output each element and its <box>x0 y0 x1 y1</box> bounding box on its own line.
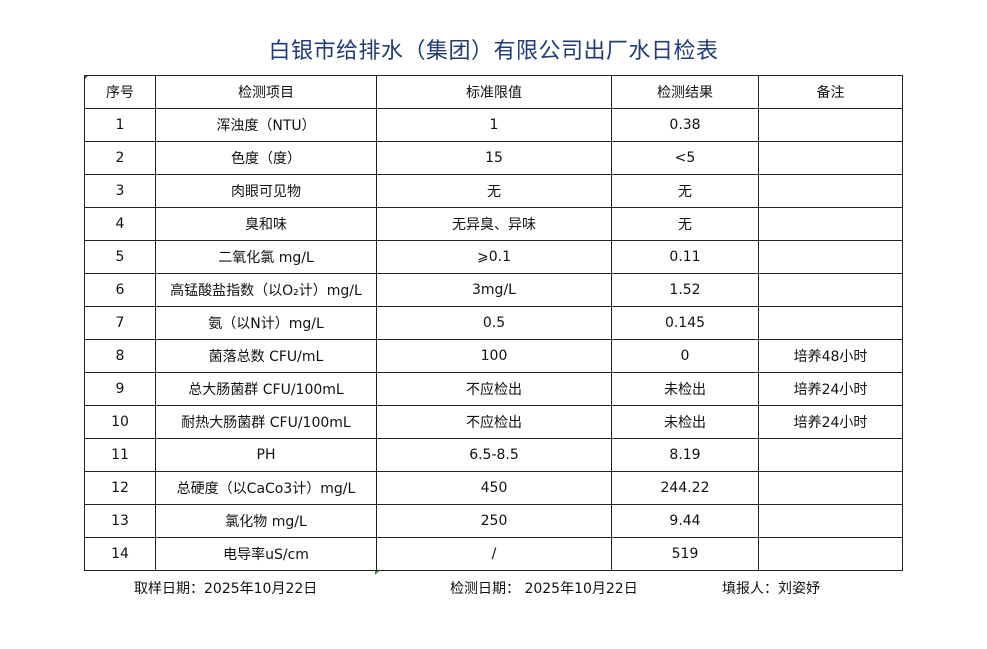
cell-result: <5 <box>611 141 759 175</box>
header-remark: 备注 <box>758 75 903 109</box>
cell-limit: 250 <box>376 504 612 538</box>
cell-remark <box>758 438 903 472</box>
cell-limit: 无 <box>376 174 612 208</box>
cell-seq: 12 <box>84 471 156 505</box>
cell-limit: / <box>376 537 612 571</box>
cell-item: 浑浊度（NTU） <box>155 108 377 142</box>
cell-result: 0.38 <box>611 108 759 142</box>
cell-remark: 培养24小时 <box>758 405 903 439</box>
cell-item: 总硬度（以CaCo3计）mg/L <box>155 471 377 505</box>
cell-limit: 6.5-8.5 <box>376 438 612 472</box>
header-item: 检测项目 <box>155 75 377 109</box>
cell-limit: 15 <box>376 141 612 175</box>
cell-remark <box>758 141 903 175</box>
cell-remark <box>758 306 903 340</box>
cell-remark <box>758 537 903 571</box>
cell-seq: 8 <box>84 339 156 373</box>
header-result: 检测结果 <box>611 75 759 109</box>
cell-seq: 6 <box>84 273 156 307</box>
cell-seq: 4 <box>84 207 156 241</box>
cell-seq: 7 <box>84 306 156 340</box>
cell-remark: 培养48小时 <box>758 339 903 373</box>
cell-remark: 培养24小时 <box>758 372 903 406</box>
reporter: 填报人：刘姿妤 <box>722 581 820 597</box>
cell-limit: 无异臭、异味 <box>376 207 612 241</box>
table-row: 11 PH 6.5-8.5 8.19 <box>84 438 903 472</box>
cell-item: 总大肠菌群 CFU/100mL <box>155 372 377 406</box>
cell-item: 氯化物 mg/L <box>155 504 377 538</box>
table-row: 8 菌落总数 CFU/mL 100 0 培养48小时 <box>84 339 903 373</box>
cell-limit: 不应检出 <box>376 372 612 406</box>
cell-result: 未检出 <box>611 372 759 406</box>
cell-item: 氨（以N计）mg/L <box>155 306 377 340</box>
cell-seq: 1 <box>84 108 156 142</box>
cell-result: 1.52 <box>611 273 759 307</box>
cell-seq: 2 <box>84 141 156 175</box>
cell-result: 8.19 <box>611 438 759 472</box>
cell-marker <box>375 570 380 575</box>
cell-limit: 0.5 <box>376 306 612 340</box>
cell-limit: 450 <box>376 471 612 505</box>
cell-result: 未检出 <box>611 405 759 439</box>
cell-result: 无 <box>611 207 759 241</box>
cell-remark <box>758 174 903 208</box>
cell-item: 电导率uS/cm <box>155 537 377 571</box>
cell-item: 二氧化氯 mg/L <box>155 240 377 274</box>
header-seq: 序号 <box>84 75 156 109</box>
table-row: 9 总大肠菌群 CFU/100mL 不应检出 未检出 培养24小时 <box>84 372 903 406</box>
inspection-table: 序号 检测项目 标准限值 检测结果 备注 1 浑浊度（NTU） 1 0.38 2 色度（度） 15 <5… <box>84 75 903 571</box>
table-row: 5 二氧化氯 mg/L ⩾0.1 0.11 <box>84 240 903 274</box>
cell-result: 244.22 <box>611 471 759 505</box>
cell-item: 高锰酸盐指数（以O₂计）mg/L <box>155 273 377 307</box>
cell-item: 肉眼可见物 <box>155 174 377 208</box>
cell-seq: 9 <box>84 372 156 406</box>
cell-remark <box>758 471 903 505</box>
cell-item: 菌落总数 CFU/mL <box>155 339 377 373</box>
cell-remark <box>758 108 903 142</box>
cell-result: 0.11 <box>611 240 759 274</box>
header-row: 序号 检测项目 标准限值 检测结果 备注 <box>84 75 903 109</box>
cell-result: 0.145 <box>611 306 759 340</box>
cell-seq: 14 <box>84 537 156 571</box>
cell-result: 519 <box>611 537 759 571</box>
cell-item: 臭和味 <box>155 207 377 241</box>
cell-limit: ⩾0.1 <box>376 240 612 274</box>
cell-limit: 100 <box>376 339 612 373</box>
table-row: 4 臭和味 无异臭、异味无 <box>84 207 903 241</box>
table-row: 3 肉眼可见物无无 <box>84 174 903 208</box>
table-row: 10 耐热大肠菌群 CFU/100mL 不应检出 未检出 培养24小时 <box>84 405 903 439</box>
sampling-date: 取样日期：2025年10月22日 <box>134 581 318 597</box>
cell-remark <box>758 240 903 274</box>
cell-limit: 3mg/L <box>376 273 612 307</box>
cell-remark <box>758 207 903 241</box>
cell-result: 9.44 <box>611 504 759 538</box>
cell-remark <box>758 504 903 538</box>
table-row: 6 高锰酸盐指数（以O₂计）mg/L 3mg/L 1.52 <box>84 273 903 307</box>
cell-remark <box>758 273 903 307</box>
cell-result: 无 <box>611 174 759 208</box>
table-row: 13 氯化物 mg/L 250 9.44 <box>84 504 903 538</box>
cell-item: 耐热大肠菌群 CFU/100mL <box>155 405 377 439</box>
table-row: 2 色度（度） 15 <5 <box>84 141 903 175</box>
cell-seq: 10 <box>84 405 156 439</box>
cell-seq: 13 <box>84 504 156 538</box>
test-date: 检测日期： 2025年10月22日 <box>450 581 638 597</box>
page-title: 白银市给排水（集团）有限公司出厂水日检表 <box>268 39 719 64</box>
header-limit: 标准限值 <box>376 75 612 109</box>
cell-seq: 11 <box>84 438 156 472</box>
cell-seq: 5 <box>84 240 156 274</box>
cell-limit: 不应检出 <box>376 405 612 439</box>
cell-item: 色度（度） <box>155 141 377 175</box>
cell-limit: 1 <box>376 108 612 142</box>
table-row: 12 总硬度（以CaCo3计）mg/L 450 244.22 <box>84 471 903 505</box>
table-row: 7 氨（以N计）mg/L 0.5 0.145 <box>84 306 903 340</box>
table-row: 1 浑浊度（NTU） 1 0.38 <box>84 108 903 142</box>
cell-seq: 3 <box>84 174 156 208</box>
table-row: 14 电导率uS/cm/519 <box>84 537 903 571</box>
cell-item: PH <box>155 438 377 472</box>
cell-result: 0 <box>611 339 759 373</box>
